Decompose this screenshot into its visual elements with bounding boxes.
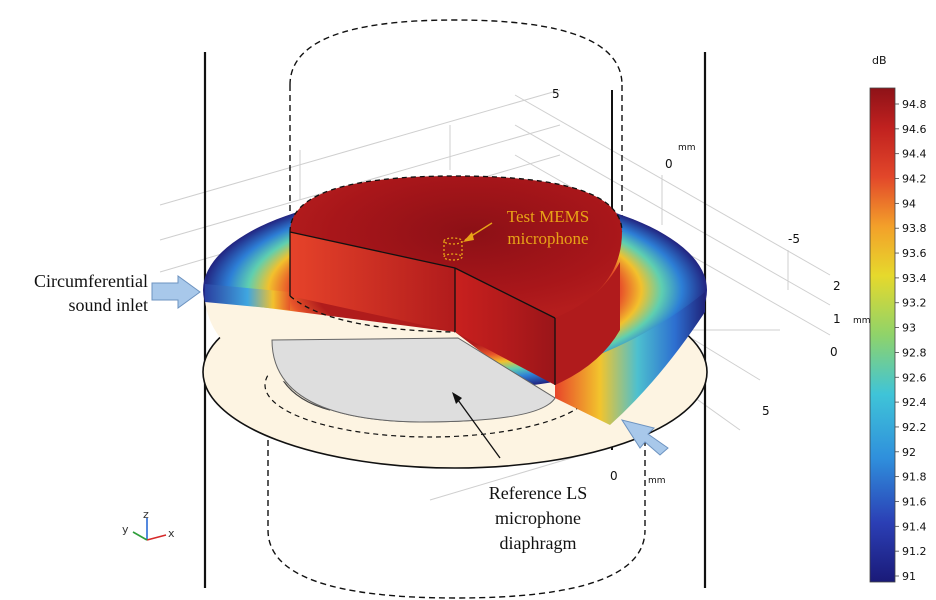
reference-pointer	[457, 399, 501, 459]
colorbar-tick-label: 94	[902, 197, 916, 210]
inlet-ring-rim-left	[205, 284, 290, 310]
test-mic-label-line1: Test MEMS	[507, 207, 589, 226]
colorbar-tick-label: 91.8	[902, 471, 927, 484]
z-tick-1: 1	[833, 312, 841, 326]
colorbar-tick-label: 93.6	[902, 247, 927, 260]
z-tick-2: 2	[833, 279, 841, 293]
orientation-triad: z x y	[122, 508, 175, 541]
dashed-cylinder	[267, 19, 646, 599]
inlet-label-line1: Circumferential	[34, 271, 148, 291]
colorbar-tick-label: 91.2	[902, 545, 927, 558]
test-mic-marker	[443, 237, 463, 261]
colorbar-ticks: 94.8 94.6 94.4 94.2 94 93.8 93.6 93.4 93.2 93 92.8…	[895, 98, 927, 583]
y-unit: mm	[648, 476, 666, 486]
colorbar-tick-label: 91	[902, 570, 916, 583]
reference-label-line2: microphone	[495, 508, 581, 528]
colorbar-tick-label: 93.8	[902, 222, 927, 235]
cylinder-top	[290, 176, 622, 318]
inlet-arrow-right	[620, 419, 669, 456]
colorbar-unit: dB	[872, 54, 887, 67]
colorbar: dB 94.894.694.494.29493.893.693.493.2939…	[869, 54, 927, 583]
cylinder-wall-left	[290, 232, 455, 332]
colorbar-tick-label: 93.2	[902, 297, 927, 310]
y-tick-0: 0	[610, 469, 618, 483]
colorbar-tick-label: 92.4	[902, 396, 927, 409]
x-unit: mm	[678, 143, 696, 153]
colorbar-tick-label: 94.2	[902, 173, 927, 186]
x-tick-0: 0	[665, 157, 673, 171]
inlet-arrow-left	[151, 275, 201, 309]
y-tick-5: 5	[762, 404, 770, 418]
z-tick-0: 0	[830, 345, 838, 359]
colorbar-tick-label: 94.6	[902, 123, 927, 136]
cylinder-wall-right	[455, 268, 555, 385]
reference-label-line1: Reference LS	[489, 483, 587, 503]
colorbar-tick-label: 93	[902, 322, 916, 335]
colorbar-tick-label: 93.4	[902, 272, 927, 285]
inlet-label-line2: sound inlet	[69, 295, 149, 315]
z-unit: mm	[853, 316, 871, 326]
colorbar-tick-label: 94.8	[902, 98, 927, 111]
colorbar-tick-label: 92.6	[902, 371, 927, 384]
colorbar-gradient	[869, 87, 896, 583]
svg-text:y: y	[122, 523, 129, 536]
svg-text:z: z	[143, 508, 149, 521]
svg-text:x: x	[168, 527, 175, 540]
colorbar-tick-label: 94.4	[902, 148, 927, 161]
x-tick-neg5: -5	[788, 232, 800, 246]
colorbar-tick-label: 92.8	[902, 346, 927, 359]
colorbar-tick-label: 91.6	[902, 495, 927, 508]
inlet-ring-rim-right	[555, 292, 705, 425]
colorbar-tick-label: 92.2	[902, 421, 927, 434]
colorbar-tick-label: 92	[902, 446, 916, 459]
reference-label-line3: diaphragm	[500, 533, 577, 553]
x-tick-5: 5	[552, 87, 560, 101]
test-mic-label-line2: microphone	[507, 229, 588, 248]
colorbar-tick-label: 91.4	[902, 520, 927, 533]
